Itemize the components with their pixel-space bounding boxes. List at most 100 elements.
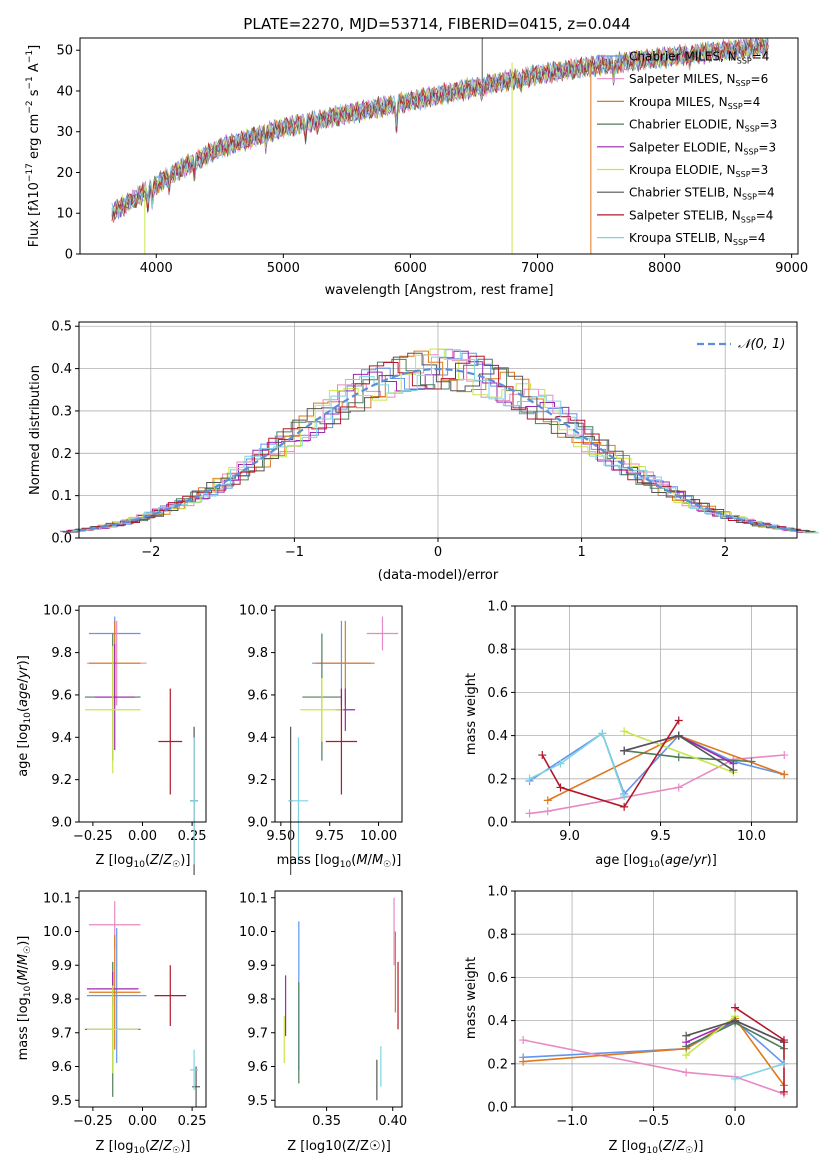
residual-x-label: (data-model)/error	[378, 568, 499, 583]
wage-y-label: mass weight	[464, 673, 479, 755]
wage-y-tick-label: 0.0	[487, 816, 508, 831]
agez-frame	[78, 605, 207, 823]
wz-y-label: mass weight	[464, 957, 479, 1039]
agem-x-label: mass [log10(M/M☉)]	[277, 853, 402, 870]
residual-step-histogram	[71, 348, 818, 533]
agez-y-tick-label: 9.0	[51, 816, 72, 831]
weight-vs-age-panel: 9.0 9.5 10.0 0.0 0.2 0.4 0.6 0.8 1.0	[487, 600, 798, 844]
wz-point-marker	[779, 1087, 788, 1096]
wz-x-tick-label: −1.0	[556, 1114, 588, 1129]
spectrum-line	[111, 38, 769, 218]
me-y-tick-label: 9.7	[247, 1026, 268, 1041]
wage-point-marker	[780, 770, 789, 779]
mz-y-label: mass [log10(M/M☉)]	[16, 936, 33, 1061]
wz-x-tick-label: −0.5	[638, 1114, 670, 1129]
spectrum-line	[111, 38, 769, 219]
age-vs-metallicity-panel: −0.25 0.00 0.25 9.0 9.2 9.4 9.6 9.8 10.0	[43, 604, 207, 875]
residual-y-tick-label: 0.2	[51, 447, 72, 462]
wage-point-marker	[620, 746, 629, 755]
mz-y-tick-label: 9.8	[51, 993, 72, 1008]
wz-y-tick-label: 0.8	[487, 928, 508, 943]
wage-series-line	[529, 732, 785, 796]
spectrum-clip-group	[111, 38, 769, 254]
spectrum-y-tick-label: 20	[56, 166, 73, 181]
wage-point-marker	[620, 792, 629, 801]
legend-entry-label: Kroupa MILES, NSSP=4	[629, 95, 760, 111]
residual-step-histogram	[72, 349, 819, 534]
agez-x-tick-label: 0.00	[128, 829, 157, 844]
wz-point-marker	[682, 1031, 691, 1040]
wage-point-marker	[538, 751, 547, 760]
wage-point-marker	[674, 783, 683, 792]
spectrum-x-tick-label: 4000	[140, 261, 173, 276]
wz-point-marker	[779, 1036, 788, 1045]
spectrum-y-tick-label: 50	[56, 44, 73, 59]
wz-point-marker	[519, 1057, 528, 1066]
mz-x-label: Z [log10(Z/Z☉)]	[96, 1139, 191, 1156]
legend-entry-label: Salpeter MILES, NSSP=6	[629, 72, 768, 88]
me-y-tick-label: 9.8	[247, 993, 268, 1008]
wz-y-tick-label: 0.6	[487, 971, 508, 986]
residual-x-tick-label: −2	[141, 545, 160, 560]
mz-y-tick-label: 9.6	[51, 1060, 72, 1075]
figure-title: PLATE=2270, MJD=53714, FIBERID=0415, z=0…	[243, 15, 630, 33]
wz-point-marker	[779, 1059, 788, 1068]
mz-x-tick-label: −0.25	[73, 1114, 113, 1129]
agem-y-tick-label: 9.0	[247, 816, 268, 831]
residual-x-tick-label: 2	[721, 545, 729, 560]
wz-point-marker	[731, 1016, 740, 1025]
mz-x-tick-label: 0.25	[178, 1114, 207, 1129]
me-x-tick-label: 0.35	[312, 1114, 341, 1129]
me-y-tick-label: 10.1	[239, 891, 268, 906]
agez-y-tick-label: 9.8	[51, 646, 72, 661]
legend-entry-label: Chabrier MILES, NSSP=4	[629, 50, 769, 66]
residual-y-tick-label: 0.3	[51, 404, 72, 419]
spectrum-x-tick-label: 5000	[267, 261, 300, 276]
wage-point-marker	[620, 727, 629, 736]
mass-vs-metallicity-panel: −0.25 0.00 0.25 9.5 9.6 9.7 9.8 9.9 10.0 10.1	[43, 890, 207, 1129]
wz-x-tick-label: 0.0	[725, 1114, 746, 1129]
wage-point-marker	[525, 809, 534, 818]
spectrum-lines	[111, 38, 769, 254]
residual-frame	[78, 321, 798, 539]
residual-x-tick-label: 0	[434, 545, 442, 560]
wz-y-tick-label: 0.4	[487, 1014, 508, 1029]
spectrum-panel: 4000 5000 6000 7000 8000 9000 0 10 20 30 40 50 wave…	[25, 37, 808, 298]
residual-y-tick-label: 0.5	[51, 320, 72, 335]
agez-x-tick-label: 0.25	[178, 829, 207, 844]
wage-point-marker	[598, 729, 607, 738]
mz-y-tick-label: 9.5	[51, 1094, 72, 1109]
wz-point-marker	[519, 1036, 528, 1045]
me-x-tick-label: 0.40	[378, 1114, 407, 1129]
me-y-tick-label: 10.0	[239, 925, 268, 940]
spectrum-y-tick-label: 30	[56, 125, 73, 140]
agem-x-tick-label: 9.75	[315, 829, 344, 844]
age-vs-mass-panel: 9.50 9.75 10.00 9.0 9.2 9.4 9.6 9.8 10.0	[239, 604, 403, 875]
spectrum-frame	[79, 37, 799, 255]
wz-point-marker	[682, 1051, 691, 1060]
wz-y-tick-label: 0.2	[487, 1057, 508, 1072]
weight-vs-metallicity-panel: −1.0 −0.5 0.0 0.0 0.2 0.4 0.6 0.8 1.0	[487, 885, 798, 1129]
legend-entry-label: Salpeter ELODIE, NSSP=3	[629, 140, 776, 156]
spectrum-y-tick-label: 10	[56, 207, 73, 222]
residual-step-histogram	[61, 358, 809, 533]
spectrum-x-ticks: 4000 5000 6000 7000 8000 9000 0 10 20 30 40 50	[56, 44, 808, 276]
agem-x-tick-label: 9.50	[266, 829, 295, 844]
residual-y-tick-label: 0.4	[51, 362, 72, 377]
spectrum-y-tick-label: 40	[56, 84, 73, 99]
residual-x-tick-label: 1	[577, 545, 585, 560]
me-y-tick-label: 9.9	[247, 959, 268, 974]
agez-y-tick-label: 9.4	[51, 731, 72, 746]
mass-vs-ebv-panel: 0.35 0.40 9.5 9.6 9.7 9.8 9.9 10.0 10.1	[239, 890, 407, 1129]
mz-frame	[78, 890, 207, 1108]
wage-point-marker	[543, 807, 552, 816]
wage-series-line	[529, 754, 785, 815]
wz-frame	[514, 890, 798, 1108]
wz-y-tick-label: 1.0	[487, 885, 508, 900]
wage-y-tick-label: 0.2	[487, 772, 508, 787]
mz-y-tick-label: 10.0	[43, 925, 72, 940]
wage-x-tick-label: 9.5	[650, 829, 671, 844]
wage-series-line	[541, 720, 680, 808]
wage-point-marker	[674, 753, 683, 762]
